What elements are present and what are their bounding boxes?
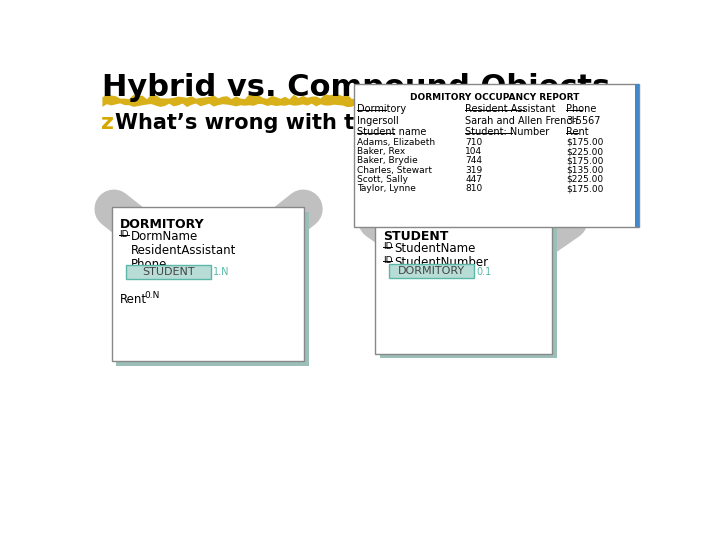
Text: 3-5567: 3-5567 bbox=[566, 117, 600, 126]
Polygon shape bbox=[102, 94, 632, 107]
Text: 810: 810 bbox=[465, 184, 482, 193]
Text: 104: 104 bbox=[465, 147, 482, 156]
Text: 744: 744 bbox=[465, 157, 482, 165]
Text: $135.00: $135.00 bbox=[566, 166, 603, 174]
Text: DORMITORY: DORMITORY bbox=[398, 266, 465, 276]
Text: 319: 319 bbox=[465, 166, 482, 174]
Text: Rent: Rent bbox=[120, 293, 147, 306]
Text: Resident Assistant: Resident Assistant bbox=[465, 104, 556, 114]
Text: z: z bbox=[101, 113, 114, 133]
Text: Baker, Rex: Baker, Rex bbox=[356, 147, 405, 156]
Text: Charles, Stewart: Charles, Stewart bbox=[356, 166, 431, 174]
Text: Student: Number: Student: Number bbox=[465, 127, 549, 137]
Text: Phone: Phone bbox=[566, 104, 596, 114]
Text: DormName: DormName bbox=[131, 231, 198, 244]
FancyBboxPatch shape bbox=[354, 84, 639, 226]
Text: Phone: Phone bbox=[131, 258, 168, 271]
Text: 447: 447 bbox=[465, 175, 482, 184]
Text: ID: ID bbox=[120, 231, 129, 239]
Text: ID: ID bbox=[383, 256, 392, 265]
Text: DORMITORY OCCUPANCY REPORT: DORMITORY OCCUPANCY REPORT bbox=[410, 93, 579, 102]
FancyBboxPatch shape bbox=[126, 265, 211, 279]
Text: Scott, Sally: Scott, Sally bbox=[356, 175, 408, 184]
Text: Ingersoll: Ingersoll bbox=[356, 117, 398, 126]
FancyBboxPatch shape bbox=[380, 224, 557, 358]
Text: 1.N: 1.N bbox=[213, 267, 230, 278]
Text: 0.N: 0.N bbox=[144, 291, 160, 300]
FancyBboxPatch shape bbox=[389, 264, 474, 278]
Text: Baker, Brydie: Baker, Brydie bbox=[356, 157, 418, 165]
Text: DORMITORY: DORMITORY bbox=[120, 218, 204, 231]
Text: $175.00: $175.00 bbox=[566, 138, 603, 147]
Text: Taylor, Lynne: Taylor, Lynne bbox=[356, 184, 415, 193]
Text: ResidentAssistant: ResidentAssistant bbox=[131, 244, 236, 257]
Text: StudentNumber: StudentNumber bbox=[395, 256, 489, 269]
Text: 0.1: 0.1 bbox=[477, 267, 492, 276]
Text: StudentName: StudentName bbox=[395, 242, 476, 255]
Text: 710: 710 bbox=[465, 138, 482, 147]
Text: $175.00: $175.00 bbox=[566, 184, 603, 193]
Text: $175.00: $175.00 bbox=[566, 157, 603, 165]
Text: Adams, Elizabeth: Adams, Elizabeth bbox=[356, 138, 435, 147]
Text: Rent: Rent bbox=[566, 127, 588, 137]
Text: STUDENT: STUDENT bbox=[383, 230, 449, 242]
FancyBboxPatch shape bbox=[375, 219, 552, 354]
Text: $225.00: $225.00 bbox=[566, 175, 603, 184]
Text: Sarah and Allen French: Sarah and Allen French bbox=[465, 117, 578, 126]
Text: STUDENT: STUDENT bbox=[142, 267, 194, 277]
Text: What’s wrong with this?: What’s wrong with this? bbox=[114, 113, 400, 133]
FancyBboxPatch shape bbox=[112, 207, 304, 361]
Text: ID: ID bbox=[383, 242, 392, 251]
Bar bbox=[635, 84, 639, 226]
Text: Hybrid vs. Compound Objects: Hybrid vs. Compound Objects bbox=[102, 73, 611, 103]
Text: $225.00: $225.00 bbox=[566, 147, 603, 156]
Text: Dormitory: Dormitory bbox=[356, 104, 406, 114]
Text: Student name: Student name bbox=[356, 127, 426, 137]
FancyBboxPatch shape bbox=[117, 212, 309, 366]
